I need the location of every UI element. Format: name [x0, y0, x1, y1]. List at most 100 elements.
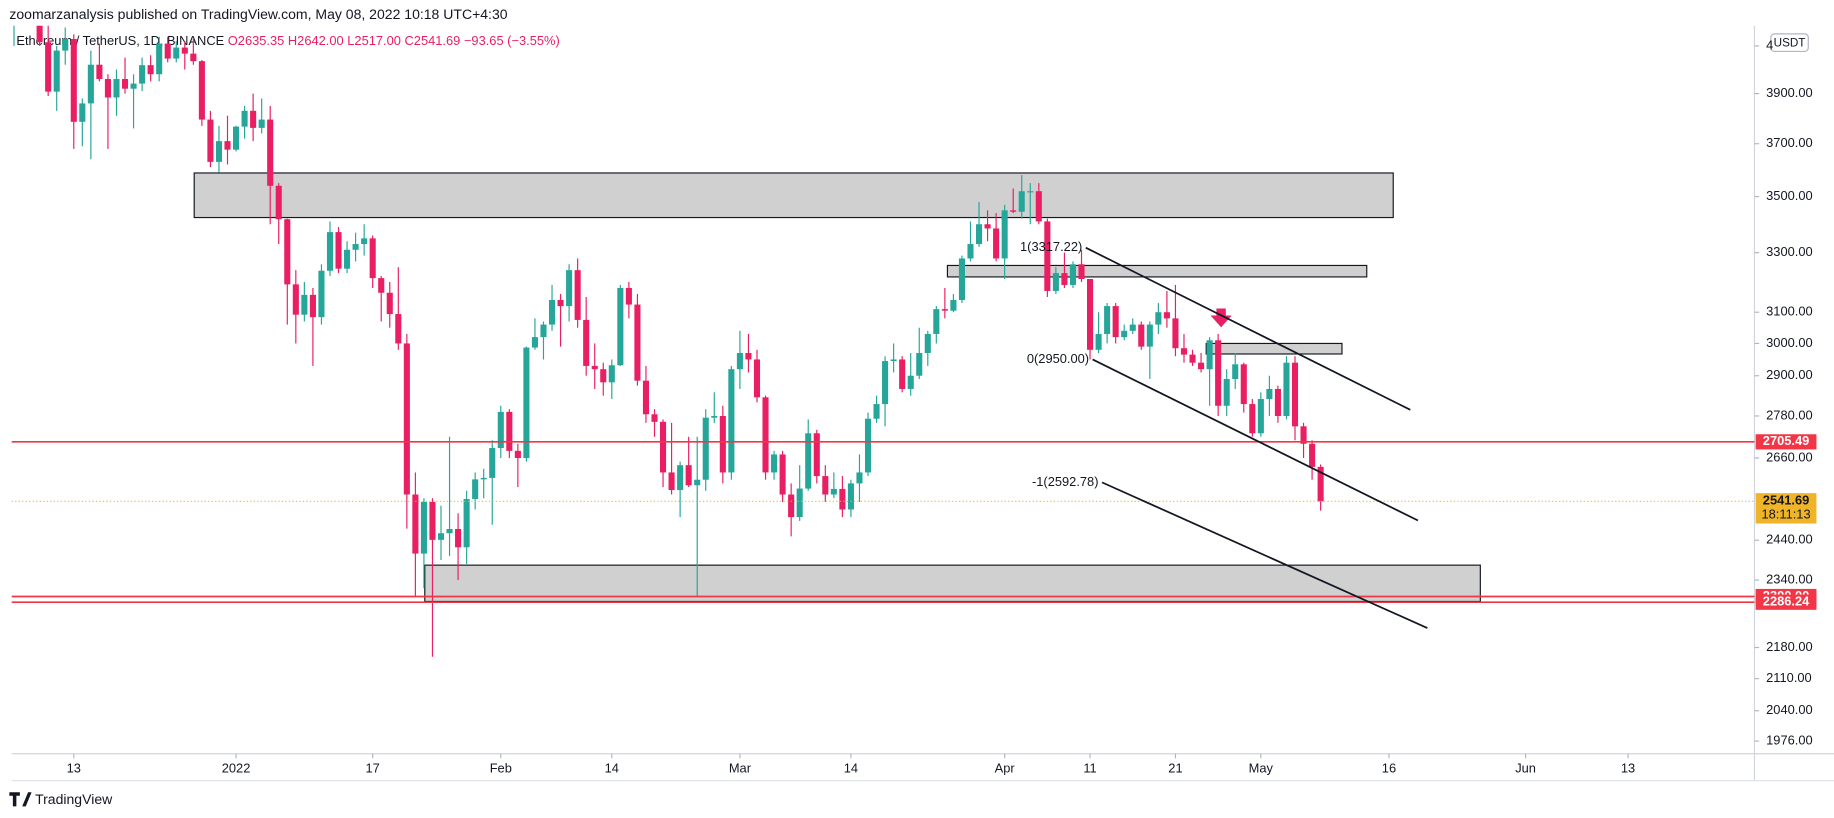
candle-body: [1010, 210, 1017, 212]
candle-body: [215, 141, 223, 162]
candle-body: [642, 380, 650, 415]
candle-body: [1027, 191, 1034, 193]
candle-body: [813, 433, 820, 477]
candle-body: [531, 337, 538, 348]
candle-body: [1300, 426, 1307, 444]
candle-body: [45, 42, 52, 92]
candle-body: [788, 494, 795, 518]
channel-label: 1(3317.22): [1020, 239, 1082, 254]
candle-body: [548, 300, 556, 325]
candle-body: [198, 61, 205, 120]
candle-body: [651, 414, 658, 422]
x-tick-label: 13: [67, 760, 81, 775]
candle-body: [950, 300, 957, 311]
candle-body: [694, 479, 701, 486]
candle-body: [975, 224, 983, 245]
candle-body: [1121, 330, 1128, 338]
candle-body: [771, 454, 778, 473]
currency: USDT: [1774, 36, 1806, 49]
candle-body: [933, 309, 940, 334]
arrow-marker: [1210, 308, 1232, 328]
candle-body: [1232, 364, 1239, 380]
y-tick-label: 2660.00: [1766, 449, 1813, 464]
candle-body: [104, 79, 111, 98]
candle-body: [958, 258, 965, 301]
channel-label: -1(2592.78): [1032, 474, 1099, 489]
candle-body: [301, 294, 308, 315]
candle-body: [916, 353, 923, 376]
close: C2541.69: [405, 33, 461, 48]
candle-body: [463, 498, 470, 548]
candle-body: [1291, 362, 1299, 427]
candle-body: [625, 287, 632, 305]
legend: Ethereum / TetherUS, 1D, BINANCE O2635.3…: [16, 33, 559, 48]
currency-badge[interactable]: [1770, 33, 1809, 53]
candle-body: [1189, 354, 1196, 363]
candle-body: [685, 465, 692, 486]
x-tick-label: Apr: [995, 760, 1016, 775]
candle-body: [583, 319, 590, 366]
channel-line: [1101, 481, 1428, 629]
y-tick-label: 3100.00: [1766, 304, 1813, 319]
candle-body: [318, 270, 325, 318]
candle-body: [711, 415, 718, 418]
candle-body: [523, 347, 530, 459]
candle-body: [591, 365, 598, 370]
y-tick-label: 2340.00: [1766, 571, 1813, 586]
candle-body: [258, 119, 265, 128]
candle-body: [1095, 333, 1102, 350]
candle-body: [1035, 191, 1042, 222]
x-tick-label: 14: [844, 760, 858, 775]
candle-body: [241, 110, 248, 127]
x-tick-label: 11: [1083, 760, 1096, 775]
candle-body: [1223, 379, 1230, 406]
candle-body: [745, 353, 752, 360]
candle-body: [762, 397, 769, 473]
candle-body: [292, 284, 299, 315]
change: −93.65 (−3.55%): [464, 33, 560, 48]
candle-body: [993, 228, 1000, 259]
x-tick-label: Feb: [490, 760, 512, 775]
publisher: zoomarzanalysis published on TradingView…: [9, 6, 507, 22]
candle-body: [1112, 306, 1119, 338]
y-tick-label: 2780.00: [1766, 407, 1813, 422]
candle-body: [600, 369, 607, 383]
candle-body: [1146, 324, 1153, 347]
symbol: Ethereum / TetherUS, 1D, BINANCE: [16, 33, 224, 48]
candle-body: [839, 488, 846, 510]
candle-body: [1180, 348, 1188, 355]
candle-body: [736, 353, 743, 370]
candle-body: [1215, 340, 1222, 406]
candle-body: [53, 50, 60, 92]
candle-body: [207, 119, 214, 162]
low: L2517.00: [347, 33, 401, 48]
candle-body: [1309, 443, 1316, 467]
high: H2642.00: [288, 33, 344, 48]
channel-label: 0(2950.00): [1027, 351, 1089, 366]
candle-body: [1001, 210, 1008, 259]
candle-body: [847, 483, 854, 510]
candle-body: [830, 488, 837, 495]
candle-body: [941, 309, 948, 311]
candle-body: [1018, 191, 1025, 212]
last-price-label: 2541.69: [1763, 493, 1810, 508]
x-tick-label: 17: [366, 760, 380, 775]
y-tick-label: 1976.00: [1766, 733, 1813, 748]
y-tick-label: 3500.00: [1766, 188, 1813, 203]
zone: [946, 264, 1368, 278]
candle-body: [1155, 312, 1162, 325]
candle-body: [79, 103, 86, 122]
channel-line: [1085, 246, 1411, 411]
candle-body: [805, 433, 812, 489]
x-tick-label: 14: [605, 760, 619, 775]
candle-body: [489, 448, 496, 478]
candle-body: [967, 244, 974, 259]
zone: [1205, 342, 1343, 355]
candle-body: [181, 47, 188, 54]
candle-body: [660, 421, 667, 473]
candle-body: [1061, 273, 1068, 285]
candle-body: [361, 238, 368, 245]
candle-body: [514, 450, 521, 459]
candle-body: [472, 479, 479, 499]
